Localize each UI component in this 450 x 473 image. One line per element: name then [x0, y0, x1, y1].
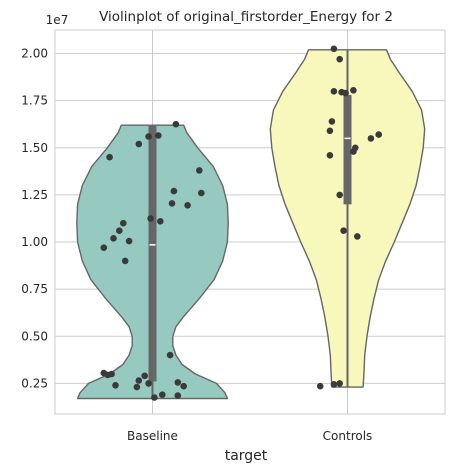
data-point — [330, 88, 338, 95]
data-point — [110, 235, 117, 242]
iqr-box-baseline — [148, 125, 157, 382]
data-point — [157, 218, 164, 225]
data-point — [336, 380, 344, 387]
data-point — [168, 200, 176, 207]
data-point — [133, 383, 141, 391]
data-point — [112, 382, 119, 389]
data-point — [145, 133, 152, 140]
data-point — [326, 127, 334, 135]
data-point — [340, 227, 347, 234]
chart-title: Violinplot of original_firstorder_Energy… — [99, 9, 393, 25]
data-point — [166, 351, 174, 359]
y-offset-text: 1e7 — [46, 13, 69, 27]
data-point — [116, 227, 123, 234]
data-point — [172, 120, 180, 128]
y-tick-label: 0.50 — [21, 329, 48, 343]
data-point — [180, 382, 187, 390]
data-point — [350, 148, 357, 155]
data-point — [135, 377, 143, 384]
data-point — [330, 45, 338, 53]
data-point — [330, 381, 338, 388]
data-point — [145, 380, 152, 387]
data-point — [151, 394, 158, 401]
data-point — [159, 391, 166, 399]
data-point — [354, 233, 361, 240]
data-point — [100, 244, 108, 251]
data-point — [174, 392, 182, 399]
data-point — [184, 202, 191, 209]
data-point — [198, 189, 205, 197]
data-point — [125, 237, 133, 245]
data-point — [350, 87, 357, 94]
x-axis-label: target — [225, 448, 268, 464]
data-point — [375, 131, 383, 138]
data-point — [326, 152, 334, 159]
y-tick-label: 1.75 — [21, 94, 48, 108]
x-axis-ticks: Baseline Controls — [127, 429, 372, 443]
data-point — [170, 187, 178, 195]
data-point — [196, 167, 203, 174]
data-point — [104, 371, 111, 379]
y-tick-label: 2.00 — [21, 47, 48, 61]
data-point — [147, 215, 154, 222]
y-tick-label: 1.00 — [21, 235, 48, 249]
y-axis-ticks: 0.25 0.50 0.75 1.00 1.25 1.50 1.75 2.00 — [21, 47, 48, 391]
data-point — [121, 257, 129, 265]
inner-boxes — [148, 49, 352, 399]
data-point — [141, 372, 148, 380]
data-point — [328, 118, 336, 125]
data-point — [155, 132, 162, 139]
y-tick-label: 1.50 — [21, 141, 48, 155]
data-point — [336, 191, 344, 199]
iqr-box-controls — [343, 95, 352, 205]
data-point — [336, 55, 344, 63]
strip-points — [100, 45, 383, 401]
data-point — [367, 135, 375, 142]
data-point — [174, 379, 182, 386]
x-tick-label: Controls — [323, 429, 373, 443]
y-tick-label: 0.25 — [21, 376, 48, 390]
data-point — [342, 89, 349, 97]
data-point — [316, 382, 324, 390]
data-point — [135, 140, 143, 148]
y-tick-label: 0.75 — [21, 282, 48, 296]
y-tick-label: 1.25 — [21, 188, 48, 202]
data-point — [120, 219, 127, 227]
x-tick-label: Baseline — [127, 429, 178, 443]
data-point — [106, 153, 113, 161]
